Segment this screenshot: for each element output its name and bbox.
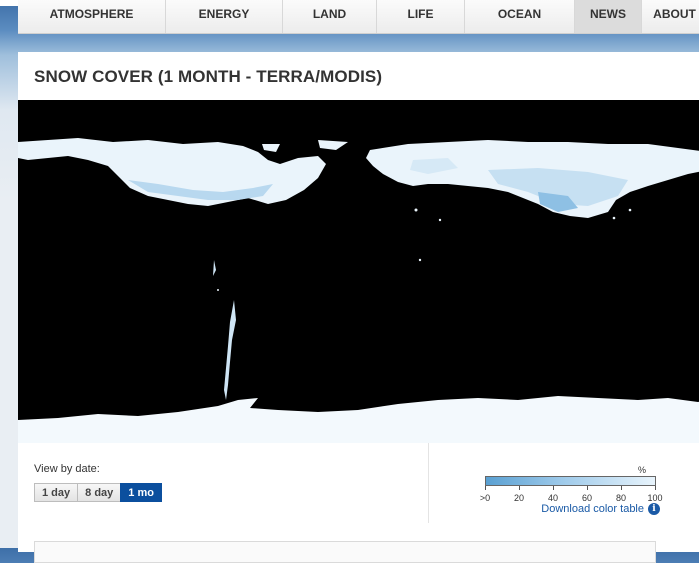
info-icon[interactable]: i: [648, 503, 660, 515]
legend-tick-label: 100: [647, 493, 663, 503]
view-by-date-label: View by date:: [34, 463, 100, 475]
range-8-day-button[interactable]: 8 day: [77, 483, 122, 502]
map-image: [18, 100, 699, 443]
description-box: [34, 541, 656, 563]
nav-item-about[interactable]: ABOUT: [642, 0, 699, 33]
legend-tick: [655, 486, 656, 490]
nav-item-land[interactable]: LAND: [283, 0, 377, 33]
color-legend: % >0 20 40 60 80 100: [479, 465, 663, 525]
legend-tick-label: 60: [581, 493, 593, 503]
legend-color-bar: [485, 476, 656, 486]
page-title: SNOW COVER (1 MONTH - TERRA/MODIS): [34, 67, 383, 86]
download-color-table-label: Download color table: [541, 503, 644, 515]
snow-cover-map[interactable]: [18, 100, 699, 443]
legend-tick-label: 80: [615, 493, 627, 503]
legend-tick: [485, 486, 486, 490]
snow-antarctica: [18, 396, 699, 443]
legend-tick-label: >0: [479, 493, 491, 503]
nav-item-ocean[interactable]: OCEAN: [465, 0, 575, 33]
download-color-table-link[interactable]: Download color table i: [541, 503, 660, 515]
legend-ticks: [485, 486, 656, 492]
legend-tick-label: 40: [547, 493, 559, 503]
main-nav: ATMOSPHERE ENERGY LAND LIFE OCEAN NEWS A…: [18, 0, 699, 34]
nav-item-life[interactable]: LIFE: [377, 0, 465, 33]
nav-item-energy[interactable]: ENERGY: [166, 0, 283, 33]
range-1-month-button[interactable]: 1 mo: [120, 483, 162, 502]
controls-divider: [428, 443, 429, 523]
date-range-toggle: 1 day 8 day 1 mo: [34, 483, 162, 502]
legend-tick: [587, 486, 588, 490]
snow-andes: [224, 300, 236, 400]
nav-item-atmosphere[interactable]: ATMOSPHERE: [18, 0, 166, 33]
content-panel: SNOW COVER (1 MONTH - TERRA/MODIS): [18, 52, 699, 563]
legend-tick-label: 20: [513, 493, 525, 503]
range-1-day-button[interactable]: 1 day: [34, 483, 79, 502]
legend-tick: [519, 486, 520, 490]
legend-tick: [621, 486, 622, 490]
nav-item-news[interactable]: NEWS: [575, 0, 642, 33]
controls-area: View by date: 1 day 8 day 1 mo % >0 20 4…: [18, 443, 699, 563]
legend-unit: %: [637, 465, 646, 475]
legend-tick: [553, 486, 554, 490]
